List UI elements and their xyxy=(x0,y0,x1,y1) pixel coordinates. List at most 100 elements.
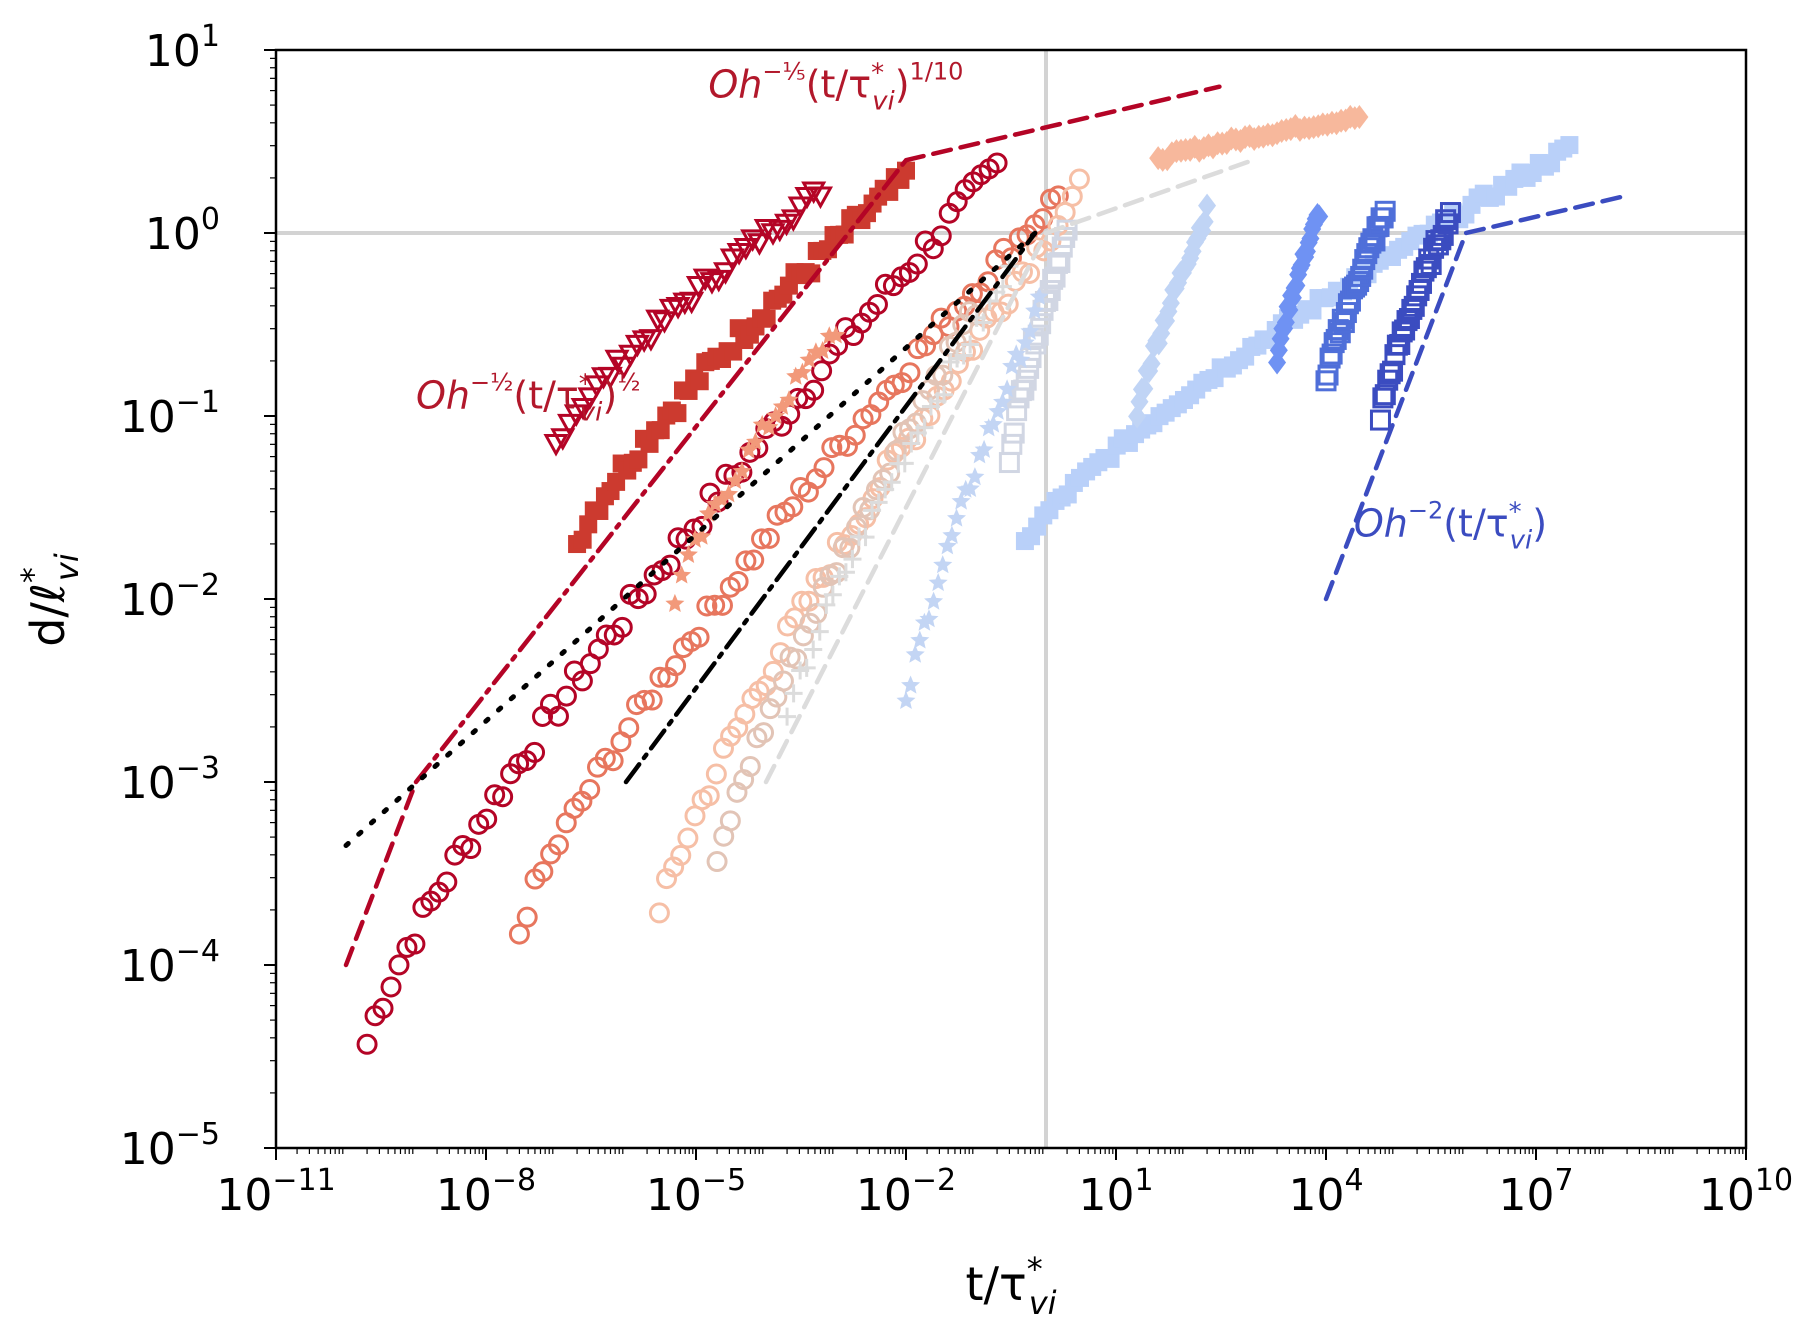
data-point xyxy=(611,616,633,638)
data-point xyxy=(930,225,952,247)
data-point xyxy=(951,491,971,510)
data-point xyxy=(1142,351,1161,376)
data-point xyxy=(649,666,671,688)
data-point xyxy=(869,493,888,512)
data-point xyxy=(573,530,592,549)
x-tick-label: 1010 xyxy=(1699,1163,1793,1221)
data-point xyxy=(648,902,670,924)
data-point xyxy=(811,360,833,382)
data-point xyxy=(524,741,546,763)
data-point xyxy=(719,484,739,503)
data-point xyxy=(1039,280,1061,302)
data-point xyxy=(751,528,773,550)
data-point xyxy=(782,496,804,518)
data-point xyxy=(597,366,623,390)
fit-line-black-dashdot xyxy=(623,230,1038,785)
data-point xyxy=(739,440,759,459)
fit-line-oh-fifth xyxy=(903,84,1222,163)
data-point xyxy=(799,350,819,369)
data-point xyxy=(645,309,671,333)
data-point xyxy=(772,396,792,415)
fit-line-inertial-red xyxy=(343,779,419,968)
data-point xyxy=(933,555,953,574)
data-point xyxy=(1044,266,1066,288)
x-axis: 10−11 10−8 10−5 10−2 101 104 107 1010 xyxy=(216,1148,1793,1221)
data-point xyxy=(618,717,640,739)
data-point xyxy=(942,525,962,544)
y-axis-label: d/ℓ*vi xyxy=(14,553,86,647)
data-point xyxy=(813,457,835,479)
data-point xyxy=(823,585,842,604)
data-point xyxy=(1025,301,1045,320)
series-oh-10 xyxy=(998,219,1078,474)
data-point xyxy=(786,366,806,385)
data-point xyxy=(1420,254,1442,276)
data-point xyxy=(1054,226,1076,248)
data-point xyxy=(1321,343,1343,365)
data-point xyxy=(758,527,780,549)
series-oh-2 xyxy=(543,181,834,457)
data-point xyxy=(557,413,583,437)
data-point xyxy=(670,844,692,866)
data-point xyxy=(550,428,576,451)
data-point xyxy=(678,544,698,563)
data-point xyxy=(688,626,710,648)
series-oh-7 xyxy=(1149,104,1369,172)
annotation-fifth: Oh−⅕(t/τ* vi)1/10 xyxy=(708,58,963,117)
data-point xyxy=(839,537,861,559)
annotation-minus2: Oh−2(t/τ* vi) xyxy=(1354,496,1547,555)
data-point xyxy=(555,685,577,707)
data-point xyxy=(801,181,827,205)
series-oh-1 xyxy=(356,152,1008,1055)
data-point xyxy=(905,644,925,663)
data-point xyxy=(1372,207,1394,229)
data-point xyxy=(804,640,823,659)
data-point xyxy=(633,689,655,711)
data-point xyxy=(667,527,689,549)
data-series xyxy=(356,104,1579,1055)
data-point xyxy=(727,570,749,592)
data-point xyxy=(813,341,833,359)
data-point xyxy=(651,421,670,440)
data-point xyxy=(436,871,458,893)
data-point xyxy=(937,536,957,555)
data-point xyxy=(906,253,928,275)
data-point xyxy=(698,785,720,807)
data-point xyxy=(993,392,1012,411)
data-point xyxy=(1030,313,1052,335)
series-oh-16 xyxy=(1369,202,1461,431)
data-point xyxy=(692,526,712,545)
data-point xyxy=(658,298,684,322)
data-point xyxy=(895,454,914,473)
data-point xyxy=(665,655,687,677)
data-point xyxy=(635,583,657,605)
data-point xyxy=(746,233,772,256)
data-point xyxy=(618,344,644,368)
data-point xyxy=(712,489,732,508)
series-oh-9 xyxy=(778,257,1019,726)
data-point xyxy=(404,933,426,955)
data-point xyxy=(508,923,530,945)
data-point xyxy=(866,293,888,315)
data-point xyxy=(806,342,826,361)
data-point xyxy=(706,851,728,873)
x-tick-label: 101 xyxy=(1078,1163,1153,1221)
data-point xyxy=(1003,422,1025,444)
y-axis: 10−5 10−4 10−3 10−2 10−1 100 101 xyxy=(120,19,276,1175)
data-point xyxy=(791,590,813,612)
data-point xyxy=(1435,209,1457,231)
series-oh-13 xyxy=(1128,193,1217,429)
data-point xyxy=(577,387,603,410)
data-point xyxy=(690,372,709,391)
annotations: Oh−½(t/τ* vi)½ Oh−⅕(t/τ* vi)1/10 Oh−2(t/τ* vi… xyxy=(416,58,1547,556)
data-point xyxy=(829,434,851,456)
data-point xyxy=(997,379,1017,398)
data-point xyxy=(919,609,939,628)
data-point xyxy=(759,417,779,436)
data-point xyxy=(882,473,901,492)
series-oh-14 xyxy=(1268,203,1329,375)
data-point xyxy=(1439,202,1461,224)
data-point xyxy=(516,906,538,928)
